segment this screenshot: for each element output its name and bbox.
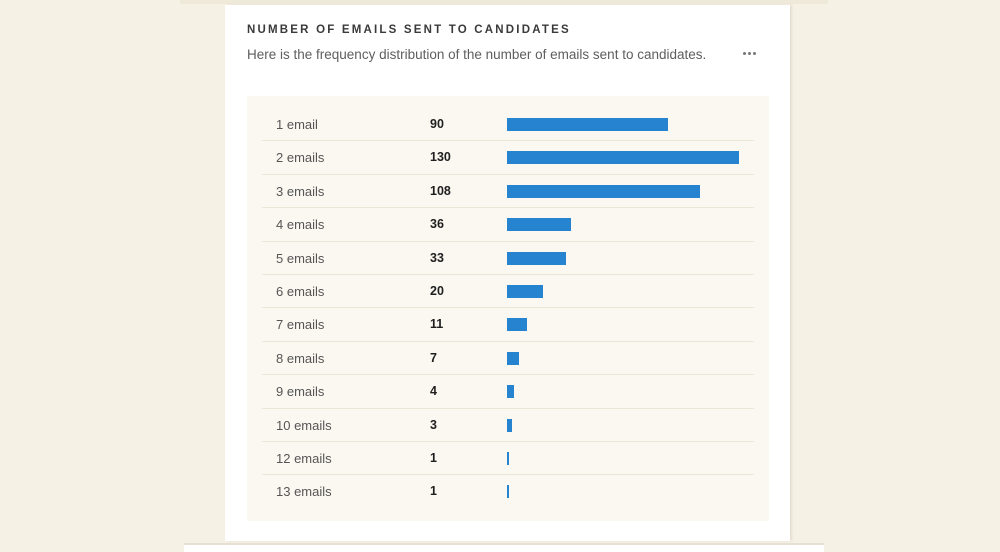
table-row: 3 emails 108 [262, 175, 754, 209]
frequency-bar [507, 118, 668, 131]
table-row: 13 emails 1 [262, 475, 754, 508]
row-value: 7 [430, 350, 437, 365]
table-row: 1 email 90 [262, 108, 754, 142]
table-row: 2 emails 130 [262, 141, 754, 175]
row-label: 10 emails [276, 417, 332, 433]
row-label: 3 emails [276, 183, 325, 199]
row-label: 12 emails [276, 450, 332, 466]
table-row: 10 emails 3 [262, 409, 754, 442]
frequency-bar [507, 218, 571, 232]
frequency-bar [507, 251, 566, 265]
table-row: 8 emails 7 [262, 342, 754, 376]
row-label: 1 email [276, 117, 318, 132]
frequency-bar [507, 284, 543, 298]
more-horizontal-icon [747, 51, 751, 55]
card-title: NUMBER OF EMAILS SENT TO CANDIDATES [247, 24, 571, 36]
frequency-rows: 1 email 90 2 emails 130 3 emails 108 4 emails 3… [262, 108, 754, 509]
frequency-bar [507, 418, 512, 432]
row-value: 1 [430, 450, 437, 465]
row-value: 108 [430, 183, 451, 198]
frequency-table: 1 email 90 2 emails 130 3 emails 108 4 emails 3… [247, 96, 769, 521]
bar-track [507, 284, 747, 298]
row-label: 4 emails [276, 217, 325, 233]
bar-track [507, 351, 747, 365]
frequency-bar [507, 485, 509, 499]
row-value: 4 [430, 384, 437, 399]
chart-card: NUMBER OF EMAILS SENT TO CANDIDATES Here… [225, 5, 790, 541]
row-label: 13 emails [276, 484, 332, 500]
row-value: 3 [430, 417, 437, 432]
bar-track [507, 385, 747, 399]
frequency-bar [507, 151, 739, 165]
bar-track [507, 218, 747, 232]
bar-track [507, 251, 747, 265]
frequency-bar [507, 184, 700, 198]
table-row: 5 emails 33 [262, 242, 754, 275]
frequency-bar [507, 318, 527, 332]
more-horizontal-icon [752, 51, 756, 55]
frequency-bar [507, 451, 509, 465]
row-label: 7 emails [276, 317, 325, 333]
more-horizontal-icon [742, 51, 746, 55]
row-value: 90 [430, 117, 444, 131]
frequency-bar [507, 385, 514, 399]
top-edge [180, 0, 828, 4]
row-value: 11 [430, 317, 444, 332]
more-options-button[interactable] [737, 45, 761, 61]
table-row: 12 emails 1 [262, 442, 754, 476]
bar-track [507, 118, 747, 131]
row-value: 36 [430, 217, 444, 232]
row-label: 8 emails [276, 350, 325, 366]
row-value: 20 [430, 283, 444, 298]
bar-track [507, 184, 747, 198]
bar-track [507, 318, 747, 332]
card-description: Here is the frequency distribution of th… [247, 47, 707, 62]
table-row: 4 emails 36 [262, 208, 754, 242]
row-value: 130 [430, 150, 451, 165]
bar-track [507, 485, 747, 499]
next-card-edge [184, 543, 824, 552]
row-value: 33 [430, 250, 444, 265]
row-label: 5 emails [276, 250, 325, 266]
row-value: 1 [430, 484, 437, 499]
bar-track [507, 151, 747, 165]
bar-track [507, 451, 747, 465]
table-row: 9 emails 4 [262, 375, 754, 409]
row-label: 9 emails [276, 384, 325, 400]
frequency-bar [507, 351, 519, 365]
row-label: 2 emails [276, 150, 325, 166]
table-row: 7 emails 11 [262, 308, 754, 342]
bar-track [507, 418, 747, 432]
table-row: 6 emails 20 [262, 275, 754, 309]
row-label: 6 emails [276, 283, 325, 299]
